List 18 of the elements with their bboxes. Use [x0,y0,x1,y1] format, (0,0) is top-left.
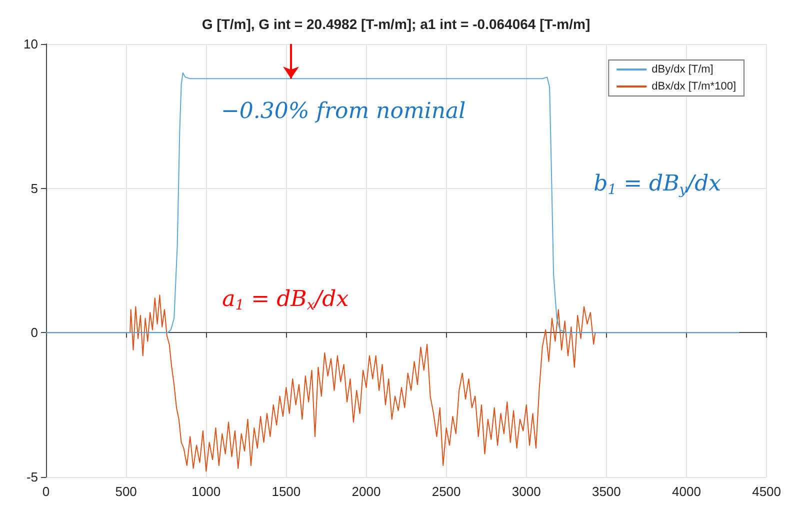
x-tick-label: 3500 [592,484,621,499]
x-tick-label: 4000 [672,484,701,499]
y-tick-label: -5 [26,470,38,484]
x-tick-label: 3000 [512,484,541,499]
x-tick-label: 1000 [192,484,221,499]
legend-label: dBy/dx [T/m] [652,64,714,76]
chart-title: G [T/m], G int = 20.4982 [T-m/m]; a1 int = -0.064064 [T-m/m] [202,16,590,32]
y-tick-label: 10 [24,36,38,52]
x-tick-label: 0 [42,484,50,499]
x-tick-label: 1500 [272,484,301,499]
x-tick-label: 500 [115,484,137,499]
x-tick-label: 4500 [752,484,781,499]
y-tick-label: 5 [30,180,38,196]
legend-label: dBx/dx [T/m*100] [652,80,736,92]
x-tick-label: 2500 [432,484,461,499]
y-tick-label: 0 [30,325,38,340]
annotation: −0.30% from nominal [220,99,466,124]
x-tick-label: 2000 [352,484,381,499]
